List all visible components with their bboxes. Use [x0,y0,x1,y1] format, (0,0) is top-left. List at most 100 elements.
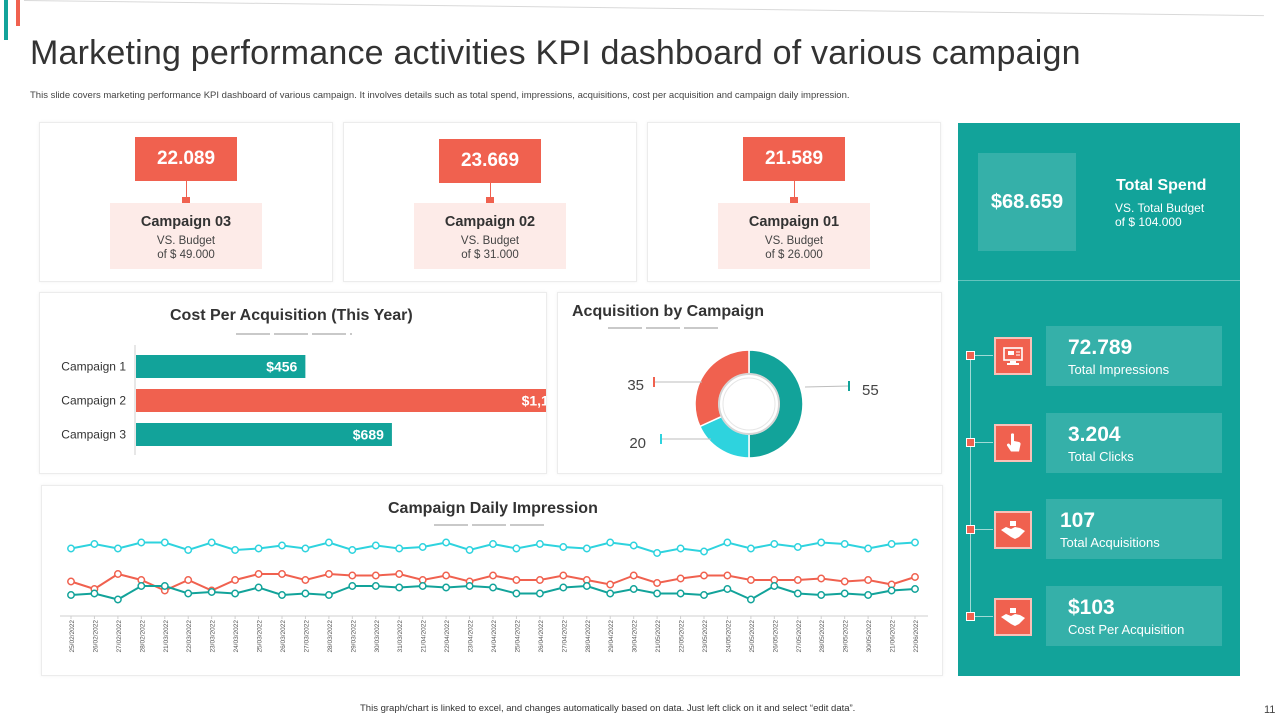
x-tick-label: 25/03/2022 [257,620,264,653]
cost-per-acquisition-card: Cost Per Acquisition (This Year) Campaig… [39,292,547,474]
series-point [418,582,427,590]
series-point [512,589,521,598]
kpi-label: Cost Per Acquisition [1068,622,1185,637]
series-point [629,571,638,580]
kpi-label: Total Acquisitions [1060,535,1160,550]
bar-1 [136,355,306,378]
x-tick-label: 26/03/2022 [280,620,287,653]
series-point [629,541,638,550]
x-tick-label: 31/03/2022 [397,620,404,653]
monitor-icon [994,337,1032,375]
kpi-link [975,529,993,530]
x-tick-label: 29/04/2022 [608,620,615,653]
kpi-link [975,355,993,356]
bar-3 [136,423,392,446]
kpi-label: Total Clicks [1068,449,1134,464]
bar-2 [136,389,546,412]
campaign-budget-box: Campaign 01 VS. Budget of $ 26.000 [718,203,870,269]
series-point [254,544,263,553]
series-point [723,585,732,593]
acquisition-chart-title: Acquisition by Campaign [572,303,765,320]
series-point [418,543,427,551]
x-tick-label: 21/03/2022 [163,620,170,653]
series-point [840,540,849,548]
accent-bar-coral [16,0,20,26]
series-point [582,582,591,590]
cpa-bar-chart: Campaign 1 $456 Campaign 2 $1,175 Campaign 3… [61,345,546,455]
vs-budget-label: VS. Budget [764,235,824,247]
series-point [606,538,615,547]
kpi-acquisitions: 107 Total Acquisitions [1046,499,1222,559]
bar-category-label: Campaign 2 [61,394,126,408]
budget-amount: of $ 31.000 [461,249,519,261]
series-point [489,583,497,592]
series-point [113,595,122,604]
kpi-value: 3.204 [1068,423,1121,446]
series-point [442,583,451,592]
series-point [793,589,802,598]
series-point [911,538,919,547]
bar-value-label: $456 [266,359,297,375]
series-point [184,589,193,598]
x-tick-label: 21/05/2022 [655,620,662,653]
series-point [653,549,662,557]
series-point [606,589,615,598]
series-point [911,573,919,581]
series-point [254,583,263,592]
x-tick-label: 29/03/2022 [350,620,357,653]
impression-chart-title: Campaign Daily Impression [388,500,598,517]
x-tick-label: 26/05/2022 [772,620,779,653]
x-tick-label: 24/05/2022 [725,620,732,653]
series-point [535,540,544,548]
series-point [535,589,544,598]
series-point [301,544,310,553]
x-tick-label: 23/03/2022 [210,620,217,653]
budget-amount: of $ 49.000 [157,249,215,261]
campaign-card-01: 21.589 Campaign 01 VS. Budget of $ 26.000 [647,122,941,282]
connector-dot [182,197,190,205]
series-point [184,546,193,554]
acquisition-donut-chart: 55 20 35 [627,349,879,459]
series-point [723,538,732,547]
series-point [324,591,333,599]
x-tick-label: 22/05/2022 [679,620,686,653]
kpi-value: $103 [1068,596,1115,619]
series-point [653,589,662,598]
footer-note: This graph/chart is linked to excel, and… [360,703,856,714]
series-point [67,577,75,586]
title-underline [434,524,546,526]
connector-dot [790,197,798,205]
series-point [887,586,896,595]
bar-category-label: Campaign 1 [61,360,126,374]
x-tick-label: 25/04/2022 [514,620,521,653]
series-point [231,546,240,554]
connector-dot [486,197,494,205]
series-point [348,571,357,580]
campaign-card-02: 23.669 Campaign 02 VS. Budget of $ 31.000 [343,122,637,282]
x-tick-label: 24/04/2022 [491,620,498,653]
kpi-dot [966,438,975,447]
series-point [254,570,263,578]
donut-value-label: 55 [862,382,879,399]
x-tick-label: 30/05/2022 [866,620,873,653]
series-point [817,538,826,547]
cpa-chart-title: Cost Per Acquisition (This Year) [170,307,413,324]
series-point [770,540,779,548]
x-tick-label: 28/04/2022 [585,620,592,653]
series-point [137,582,146,590]
donut-leader-line [804,385,850,388]
series-point [887,540,896,548]
series-point [629,585,638,593]
x-tick-label: 26/04/2022 [538,620,545,653]
series-point [324,538,333,547]
total-spend-label: Total Spend [1116,177,1207,194]
x-tick-label: 28/03/2022 [327,620,334,653]
campaign-spend-value: 23.669 [439,139,541,183]
series-point [535,576,544,584]
x-tick-label: 24/03/2022 [233,620,240,653]
series-point [278,570,286,578]
x-tick-label: 22/06/2022 [913,620,920,653]
series-point [840,589,849,598]
series-point [371,541,380,550]
x-tick-label: 28/05/2022 [819,620,826,653]
